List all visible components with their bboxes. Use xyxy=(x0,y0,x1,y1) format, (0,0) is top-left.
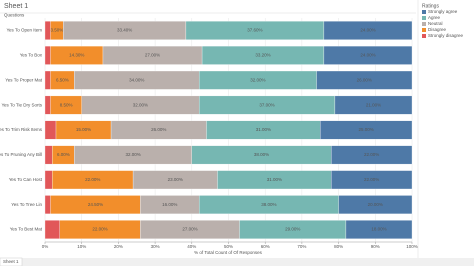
value-label: 26.00% xyxy=(151,127,166,132)
x-tick-label: 90% xyxy=(371,244,380,249)
y-tick-label: Yes To Box xyxy=(20,53,43,58)
value-label: 33.20% xyxy=(255,53,270,58)
bar-segment xyxy=(44,120,57,140)
value-label: 6.00% xyxy=(57,152,70,157)
bar-segment xyxy=(323,45,413,65)
status-bar xyxy=(0,258,474,266)
x-tick-label: 40% xyxy=(187,244,196,249)
value-label: 31.00% xyxy=(267,177,282,182)
bar-segment xyxy=(44,70,51,90)
x-tick-label: 0% xyxy=(42,244,49,249)
x-tick-label: 60% xyxy=(261,244,270,249)
value-label: 6.50% xyxy=(56,77,69,82)
value-label: 22.00% xyxy=(85,177,100,182)
legend-swatch xyxy=(422,16,426,20)
y-tick-label: Yes To Pruning Any Bill xyxy=(0,152,42,157)
bar-segment xyxy=(331,170,413,190)
x-tick-label: 30% xyxy=(151,244,160,249)
value-label: 14.30% xyxy=(69,53,84,58)
legend-title: Ratings xyxy=(422,3,439,9)
bar-segment xyxy=(44,95,51,115)
value-label: 32.00% xyxy=(250,77,265,82)
value-label: 22.00% xyxy=(92,227,107,232)
legend-swatch xyxy=(422,10,426,14)
value-label: 15.00% xyxy=(76,127,91,132)
bar-segment xyxy=(345,220,413,239)
value-label: 27.00% xyxy=(145,53,160,58)
value-label: 24.00% xyxy=(360,28,375,33)
bar-segment xyxy=(334,95,413,115)
bar-segment xyxy=(338,195,413,215)
value-label: 23.00% xyxy=(168,177,183,182)
value-label: 33.40% xyxy=(117,28,132,33)
value-label: 32.00% xyxy=(125,152,140,157)
y-tick-label: Yes To Tree Lin xyxy=(11,202,42,207)
bar-segment xyxy=(44,145,53,165)
sheet-title: Sheet 1 xyxy=(4,3,28,10)
value-label: 24.50% xyxy=(88,202,103,207)
value-label: 24.00% xyxy=(360,53,375,58)
legend-label: Disagree xyxy=(428,27,447,32)
bar-segment xyxy=(316,70,413,90)
legend-label: Neutral xyxy=(428,21,443,26)
value-label: 16.00% xyxy=(162,202,177,207)
x-tick-label: 70% xyxy=(297,244,306,249)
bar-segment xyxy=(44,195,51,215)
value-label: 34.00% xyxy=(129,77,144,82)
legend-label: Strongly agree xyxy=(428,9,458,14)
bar-segment xyxy=(44,45,51,65)
legend-swatch xyxy=(422,22,426,26)
y-tick-label: Yes To Best Mat xyxy=(10,227,43,232)
bar-segment xyxy=(320,120,413,140)
row-header: Questions xyxy=(4,13,25,18)
legend-swatch xyxy=(422,34,426,38)
legend-label: Agree xyxy=(428,15,441,20)
legend-swatch xyxy=(422,28,426,32)
value-label: 32.00% xyxy=(133,102,148,107)
value-label: 20.00% xyxy=(368,202,383,207)
x-tick-label: 100% xyxy=(406,244,418,249)
sheet-tab[interactable] xyxy=(0,257,23,266)
value-label: 22.00% xyxy=(364,177,379,182)
bar-segment xyxy=(44,170,53,190)
value-label: 38.00% xyxy=(254,152,269,157)
bar-segment xyxy=(323,21,413,40)
value-label: 26.00% xyxy=(357,77,372,82)
value-label: 29.00% xyxy=(285,227,300,232)
y-tick-label: Yes To Can Host xyxy=(9,177,43,182)
x-axis-title: % of Total Count of Of Responses xyxy=(194,250,262,255)
x-tick-label: 80% xyxy=(334,244,343,249)
value-label: 22.00% xyxy=(364,152,379,157)
y-tick-label: Yes To Tie Dry Sorts xyxy=(1,102,42,107)
value-label: 3.50% xyxy=(51,28,64,33)
value-label: 31.00% xyxy=(256,127,271,132)
value-label: 27.00% xyxy=(182,227,197,232)
sheet-tab-label[interactable]: Sheet 1 xyxy=(3,259,19,264)
legend-label: Strongly disagree xyxy=(428,33,464,38)
value-label: 37.60% xyxy=(247,28,262,33)
y-tick-label: Yes To Open Item xyxy=(6,28,42,33)
x-tick-label: 10% xyxy=(77,244,86,249)
y-tick-label: Yes To Trim Risk Items xyxy=(0,127,43,132)
value-label: 18.00% xyxy=(371,227,386,232)
value-label: 25.00% xyxy=(358,127,373,132)
bar-segment xyxy=(331,145,413,165)
x-tick-label: 20% xyxy=(114,244,123,249)
bar-segment xyxy=(44,220,60,239)
value-label: 37.00% xyxy=(259,102,274,107)
x-tick-label: 50% xyxy=(224,244,233,249)
value-label: 38.00% xyxy=(261,202,276,207)
y-tick-label: Yes To Proper Mat xyxy=(5,77,43,82)
value-label: 8.50% xyxy=(60,102,73,107)
value-label: 21.00% xyxy=(366,102,381,107)
